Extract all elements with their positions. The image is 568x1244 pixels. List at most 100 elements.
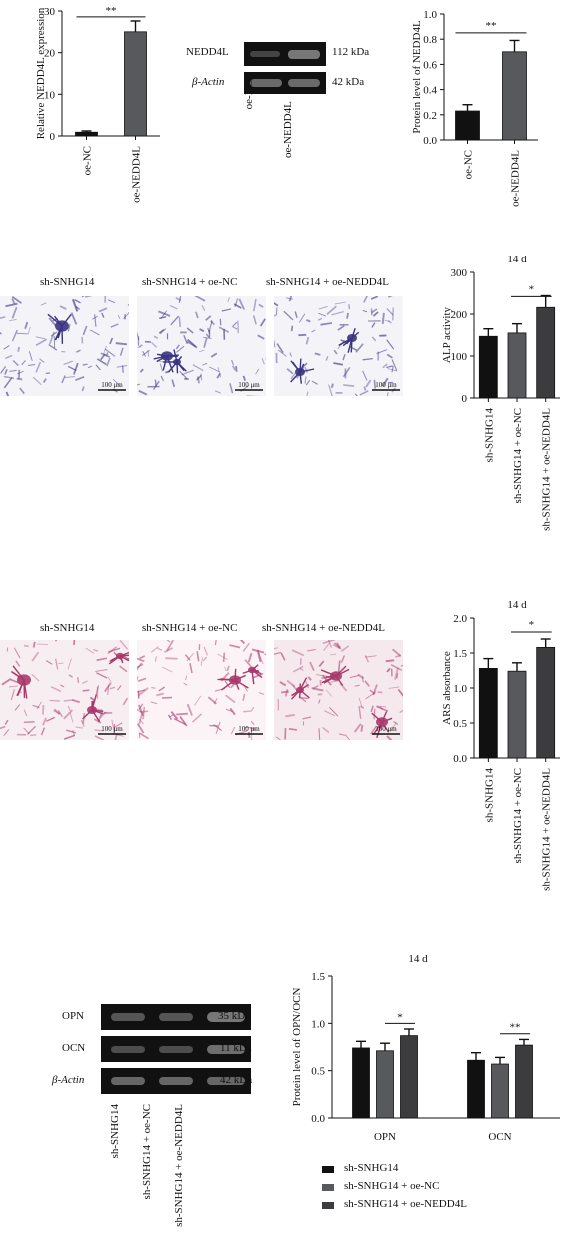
blot-lane-label: sh-SNHG14 + oe-NEDD4L: [173, 1104, 185, 1227]
cell-fiber: [10, 689, 15, 701]
cell-fiber: [330, 653, 337, 656]
cell-fiber: [139, 732, 149, 740]
cell-fiber: [358, 706, 362, 720]
cell-fiber: [115, 342, 128, 346]
cell-fiber: [242, 693, 246, 701]
cell-fiber: [386, 353, 393, 359]
legend-label: sh-SNHG14: [344, 1162, 399, 1174]
y-tick-label: 20: [44, 48, 56, 60]
cell-fiber: [57, 710, 63, 718]
scale-bar-label: 100 μm: [101, 725, 123, 733]
cell-fiber: [186, 703, 193, 716]
alp-activity-chart: 0 100 200 300 ALP activity 14 d sh-SNHG14 sh-SN…: [441, 256, 560, 531]
y-tick-label: 0: [462, 393, 468, 405]
cell-fiber: [81, 296, 85, 298]
cell-fiber: [307, 676, 312, 681]
cell-fiber: [71, 298, 79, 312]
cell-fiber: [225, 694, 236, 704]
blot-band-actin: [101, 1068, 251, 1094]
cell-fiber: [227, 297, 230, 303]
cell-fiber: [242, 642, 250, 652]
nodule-process: [119, 655, 124, 664]
cell-fiber: [11, 298, 16, 304]
nodule-process: [335, 675, 344, 686]
cell-fiber: [103, 345, 107, 355]
cell-fiber: [112, 378, 121, 387]
nodule-process: [291, 689, 301, 697]
cell-fiber: [274, 302, 279, 307]
cell-fiber: [229, 383, 234, 394]
cell-fiber: [50, 686, 62, 693]
cell-fiber: [28, 364, 36, 366]
cell-fiber: [261, 358, 265, 365]
cell-fiber: [202, 656, 207, 662]
y-axis-label: ARS absorbance: [441, 651, 453, 725]
cell-fiber: [11, 329, 18, 342]
cell-fiber: [94, 735, 105, 740]
nodule-process: [292, 361, 301, 373]
cell-fiber: [381, 377, 389, 387]
significance-marker: *: [529, 283, 535, 295]
cell-fiber: [23, 727, 30, 735]
nodule-process: [320, 669, 337, 677]
cell-fiber: [305, 319, 311, 323]
ars-micrograph: 100 μm: [137, 640, 266, 740]
cell-fiber: [323, 643, 330, 651]
cell-fiber: [210, 352, 218, 358]
cell-fiber: [105, 352, 109, 357]
cell-fiber: [203, 646, 208, 656]
cell-fiber: [370, 725, 377, 735]
cell-fiber: [157, 647, 163, 651]
cell-fiber: [155, 692, 164, 697]
ars-image-title: sh-SNHG14 + oe-NC: [142, 622, 238, 634]
cell-fiber: [0, 366, 7, 374]
cell-fiber: [183, 335, 188, 345]
cell-fiber: [179, 716, 188, 727]
cell-fiber: [179, 370, 188, 380]
cell-fiber: [363, 296, 368, 303]
cell-fiber: [392, 720, 399, 726]
alp-image-title: sh-SNHG14: [40, 276, 95, 288]
cell-fiber: [216, 372, 222, 379]
nodule-process: [299, 358, 302, 373]
cell-fiber: [192, 713, 203, 723]
nodule-process: [351, 327, 356, 339]
cell-fiber: [92, 315, 98, 320]
cell-fiber: [276, 343, 284, 354]
nodule-process: [378, 721, 383, 733]
y-tick-label: 10: [44, 89, 56, 101]
blot-size-label: 112 kDa: [332, 46, 370, 58]
cell-fiber: [213, 698, 218, 705]
cell-fiber: [386, 308, 394, 316]
cell-fiber: [309, 661, 315, 671]
cell-fiber: [387, 368, 398, 372]
cell-fiber: [291, 649, 305, 657]
ars-image-title: sh-SNHG14 + oe-NEDD4L: [262, 622, 385, 634]
cell-fiber: [74, 299, 81, 304]
cell-fiber: [305, 336, 310, 345]
blot-size-label: 42 kDa: [220, 1074, 253, 1086]
cell-fiber: [160, 375, 164, 382]
cell-fiber: [119, 665, 128, 673]
cell-fiber: [358, 698, 363, 709]
cell-fiber: [35, 361, 42, 373]
scale-bar-label: 100 μm: [101, 381, 123, 389]
bar: [536, 306, 556, 399]
cell-fiber: [224, 666, 227, 672]
cell-fiber: [9, 369, 17, 372]
cell-fiber: [320, 322, 333, 326]
cell-fiber: [150, 701, 158, 705]
cell-fiber: [94, 314, 97, 327]
scale-bar-label: 100 μm: [238, 725, 260, 733]
blot-size-label: 42 kDa: [332, 76, 365, 88]
cell-fiber: [349, 675, 360, 678]
nodule-process: [251, 669, 255, 685]
cell-fiber: [32, 376, 42, 386]
cell-fiber: [138, 389, 148, 396]
cell-fiber: [137, 722, 145, 734]
cell-fiber: [279, 681, 287, 687]
chart-title: 14 d: [507, 256, 527, 265]
cell-fiber: [355, 343, 364, 353]
cell-fiber: [360, 724, 364, 732]
nodule-process: [11, 671, 25, 681]
